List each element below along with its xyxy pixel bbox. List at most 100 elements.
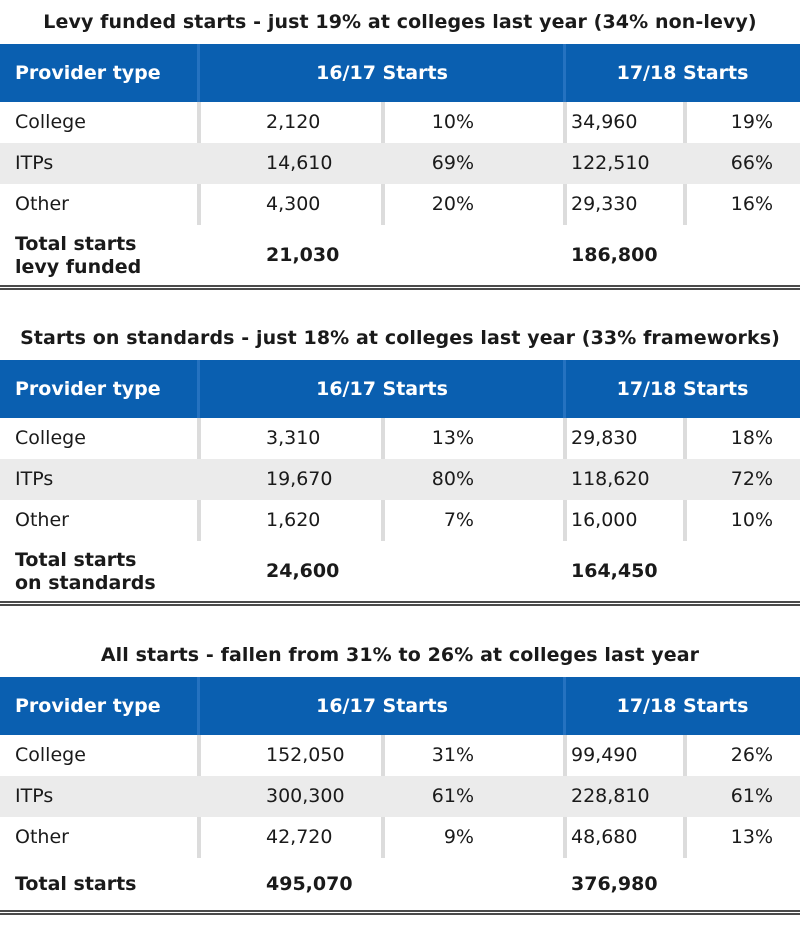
levy-funded-section: Levy funded starts - just 19% at college… xyxy=(0,0,800,290)
column-divider xyxy=(563,184,567,225)
table-row: College 2,120 10% 34,960 19% xyxy=(0,102,800,143)
header-divider xyxy=(197,677,200,735)
table-row: ITPs 300,300 61% 228,810 61% xyxy=(0,776,800,817)
column-divider xyxy=(381,184,385,225)
pct-1718-cell: 16% xyxy=(730,193,773,215)
total-label: Total starts on standards xyxy=(15,549,215,595)
starts-1617-cell: 300,300 xyxy=(266,785,345,807)
column-divider xyxy=(683,817,687,858)
pct-1718-cell: 26% xyxy=(730,744,773,766)
table-row: ITPs 19,670 80% 118,620 72% xyxy=(0,459,800,500)
column-divider xyxy=(197,102,201,143)
pct-1718-cell: 72% xyxy=(730,468,773,490)
pct-1718-cell: 10% xyxy=(730,509,773,531)
total-label: Total starts xyxy=(15,858,215,910)
table-header: Provider type 16/17 Starts 17/18 Starts xyxy=(0,360,800,418)
column-divider xyxy=(563,735,567,776)
starts-1718-cell: 122,510 xyxy=(571,152,650,174)
header-divider xyxy=(197,44,200,102)
pct-1718-cell: 61% xyxy=(730,785,773,807)
header-divider xyxy=(563,360,566,418)
provider-cell: ITPs xyxy=(15,468,54,490)
header-1617-starts: 16/17 Starts xyxy=(316,62,448,84)
total-row: Total starts on standards 24,600 164,450 xyxy=(0,541,800,601)
column-divider xyxy=(381,735,385,776)
column-divider xyxy=(563,418,567,459)
pct-1617-cell: 13% xyxy=(431,427,474,449)
header-1718-starts: 17/18 Starts xyxy=(616,62,749,84)
total-1617: 21,030 xyxy=(266,244,340,266)
column-divider xyxy=(381,418,385,459)
starts-1718-cell: 48,680 xyxy=(571,826,638,848)
total-1718: 186,800 xyxy=(571,244,658,266)
provider-cell: Other xyxy=(15,193,69,215)
pct-1617-cell: 80% xyxy=(431,468,474,490)
table-row: Other 4,300 20% 29,330 16% xyxy=(0,184,800,225)
column-divider xyxy=(381,500,385,541)
starts-1718-cell: 118,620 xyxy=(571,468,650,490)
starts-1617-cell: 42,720 xyxy=(266,826,333,848)
total-label-line1: Total starts xyxy=(15,549,137,571)
provider-cell: Other xyxy=(15,826,69,848)
starts-1617-cell: 2,120 xyxy=(266,111,321,133)
total-1718: 376,980 xyxy=(571,873,658,895)
pct-1617-cell: 20% xyxy=(431,193,474,215)
header-divider xyxy=(197,360,200,418)
header-1718-starts: 17/18 Starts xyxy=(616,695,749,717)
pct-1718-cell: 19% xyxy=(730,111,773,133)
column-divider xyxy=(563,500,567,541)
column-divider xyxy=(683,102,687,143)
starts-1617-cell: 3,310 xyxy=(266,427,321,449)
header-divider xyxy=(563,677,566,735)
total-label-line1: Total starts xyxy=(15,873,137,895)
total-1617: 24,600 xyxy=(266,560,340,582)
starts-1718-cell: 29,830 xyxy=(571,427,638,449)
starts-1718-cell: 29,330 xyxy=(571,193,638,215)
column-divider xyxy=(683,500,687,541)
total-row: Total starts levy funded 21,030 186,800 xyxy=(0,225,800,285)
table-row: College 152,050 31% 99,490 26% xyxy=(0,735,800,776)
total-label-line2: levy funded xyxy=(15,256,142,278)
column-divider xyxy=(197,735,201,776)
header-1617-starts: 16/17 Starts xyxy=(316,695,448,717)
table-title: Starts on standards - just 18% at colleg… xyxy=(20,327,780,349)
column-divider xyxy=(197,817,201,858)
pct-1617-cell: 9% xyxy=(443,826,474,848)
double-rule xyxy=(0,601,800,606)
column-divider xyxy=(683,184,687,225)
table-row: Other 1,620 7% 16,000 10% xyxy=(0,500,800,541)
total-label-line1: Total starts xyxy=(15,233,137,255)
starts-1617-cell: 19,670 xyxy=(266,468,333,490)
provider-cell: College xyxy=(15,744,86,766)
standards-section: Starts on standards - just 18% at colleg… xyxy=(0,316,800,606)
starts-1718-cell: 99,490 xyxy=(571,744,638,766)
provider-cell: College xyxy=(15,111,86,133)
starts-1718-cell: 34,960 xyxy=(571,111,638,133)
provider-cell: College xyxy=(15,427,86,449)
column-divider xyxy=(563,817,567,858)
column-divider xyxy=(683,735,687,776)
column-divider xyxy=(197,184,201,225)
starts-1617-cell: 14,610 xyxy=(266,152,333,174)
header-provider-type: Provider type xyxy=(15,62,161,84)
all-starts-section: All starts - fallen from 31% to 26% at c… xyxy=(0,633,800,915)
column-divider xyxy=(197,500,201,541)
header-1617-starts: 16/17 Starts xyxy=(316,378,448,400)
starts-1617-cell: 1,620 xyxy=(266,509,321,531)
table-title: All starts - fallen from 31% to 26% at c… xyxy=(100,644,700,666)
pct-1718-cell: 13% xyxy=(730,826,773,848)
total-label: Total starts levy funded xyxy=(15,233,215,279)
starts-1617-cell: 152,050 xyxy=(266,744,345,766)
total-1718: 164,450 xyxy=(571,560,658,582)
header-provider-type: Provider type xyxy=(15,378,161,400)
provider-cell: ITPs xyxy=(15,785,54,807)
column-divider xyxy=(683,418,687,459)
starts-1617-cell: 4,300 xyxy=(266,193,321,215)
table-header: Provider type 16/17 Starts 17/18 Starts xyxy=(0,677,800,735)
pct-1617-cell: 7% xyxy=(443,509,474,531)
column-divider xyxy=(197,418,201,459)
total-label-line2: on standards xyxy=(15,572,156,594)
pct-1617-cell: 69% xyxy=(431,152,474,174)
double-rule xyxy=(0,910,800,915)
table-title: Levy funded starts - just 19% at college… xyxy=(43,11,757,33)
